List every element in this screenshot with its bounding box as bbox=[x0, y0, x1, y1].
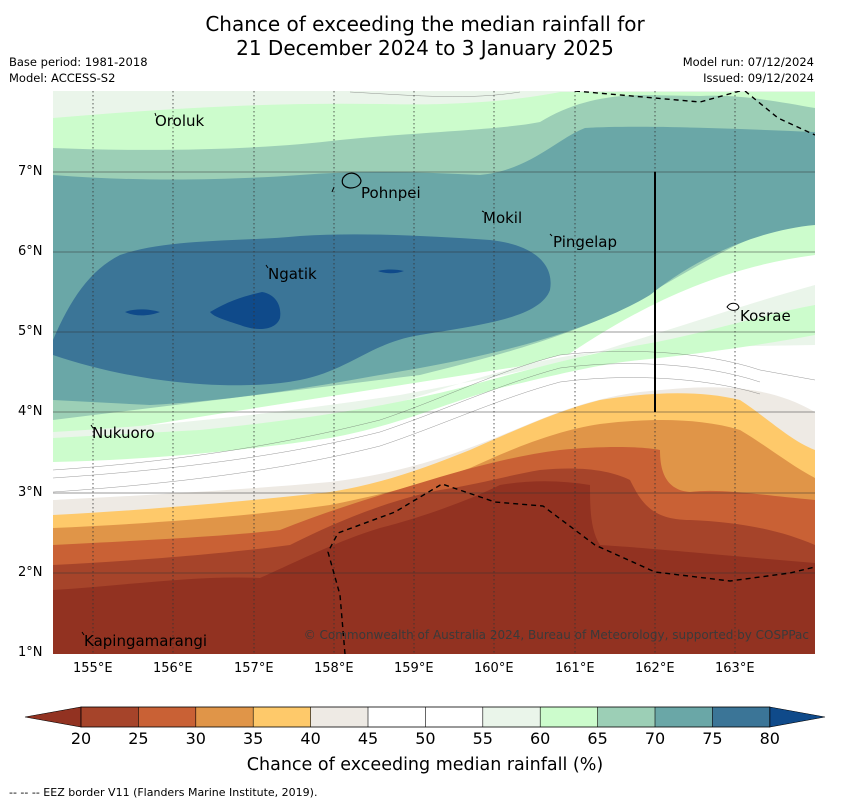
base-period: Base period: 1981-2018 bbox=[9, 55, 148, 69]
lon-label: 156°E bbox=[153, 661, 193, 676]
colorbar-tick: 45 bbox=[357, 729, 379, 748]
lat-label: 7°N bbox=[18, 164, 43, 179]
pohnpei-island-icon bbox=[341, 172, 362, 189]
kosrae-island-icon bbox=[726, 302, 740, 311]
place-label-ngatik: Ngatik bbox=[268, 265, 317, 283]
lat-label: 1°N bbox=[18, 645, 43, 660]
colorbar-tick: 30 bbox=[185, 729, 206, 748]
lat-label: 2°N bbox=[18, 565, 43, 580]
lat-label: 6°N bbox=[18, 244, 43, 259]
eez-border bbox=[327, 91, 815, 654]
place-label-pohnpei: Pohnpei bbox=[361, 184, 421, 202]
colorbar-tick: 20 bbox=[70, 729, 92, 748]
colorbar-title: Chance of exceeding median rainfall (%) bbox=[246, 755, 604, 775]
colorbar-tick: 80 bbox=[759, 729, 780, 748]
meta-right: Model run: 07/12/2024 Issued: 09/12/2024 bbox=[683, 54, 814, 86]
lat-label: 3°N bbox=[18, 485, 43, 500]
colorbar-tick: 60 bbox=[530, 729, 551, 748]
lon-label: 158°E bbox=[314, 661, 354, 676]
place-label-kosrae: Kosrae bbox=[740, 307, 791, 325]
colorbar-tick: 75 bbox=[702, 729, 723, 748]
colorbar-tick: 35 bbox=[243, 729, 264, 748]
lon-label: 155°E bbox=[73, 661, 113, 676]
lat-label: 5°N bbox=[18, 324, 43, 339]
place-label-mokil: Mokil bbox=[483, 209, 523, 227]
colorbar-tick: 65 bbox=[587, 729, 608, 748]
map-title-line1: Chance of exceeding the median rainfall … bbox=[205, 12, 645, 36]
lon-label: 162°E bbox=[635, 661, 675, 676]
issued-date: Issued: 09/12/2024 bbox=[703, 71, 814, 85]
lat-label: 4°N bbox=[18, 404, 43, 419]
colorbar bbox=[24, 706, 826, 728]
map-title: Chance of exceeding the median rainfall … bbox=[0, 12, 850, 60]
eez-border-note: -- -- -- EEZ border V11 (Flanders Marine… bbox=[9, 786, 318, 799]
model-name: Model: ACCESS-S2 bbox=[9, 71, 116, 85]
lon-label: 161°E bbox=[555, 661, 595, 676]
meta-left: Base period: 1981-2018 Model: ACCESS-S2 bbox=[9, 54, 148, 86]
place-label-pingelap: Pingelap bbox=[553, 233, 618, 251]
lon-label: 163°E bbox=[715, 661, 755, 676]
lon-label: 159°E bbox=[394, 661, 434, 676]
copyright-notice: © Commonwealth of Australia 2024, Bureau… bbox=[303, 628, 809, 642]
colorbar-tick: 25 bbox=[128, 729, 149, 748]
model-run: Model run: 07/12/2024 bbox=[682, 55, 814, 69]
place-label-nukuoro: Nukuoro bbox=[92, 424, 155, 442]
colorbar-tick: 55 bbox=[472, 729, 493, 748]
colorbar-tick: 40 bbox=[300, 729, 321, 748]
place-label-oroluk: Oroluk bbox=[155, 112, 205, 130]
contour-fill bbox=[53, 91, 815, 654]
colorbar-tick: 70 bbox=[644, 729, 666, 748]
lon-label: 157°E bbox=[234, 661, 274, 676]
map-title-line2: 21 December 2024 to 3 January 2025 bbox=[236, 36, 614, 60]
colorbar-tick: 50 bbox=[415, 729, 436, 748]
lon-label: 160°E bbox=[474, 661, 514, 676]
place-label-kapingamarangi: Kapingamarangi bbox=[84, 632, 208, 650]
